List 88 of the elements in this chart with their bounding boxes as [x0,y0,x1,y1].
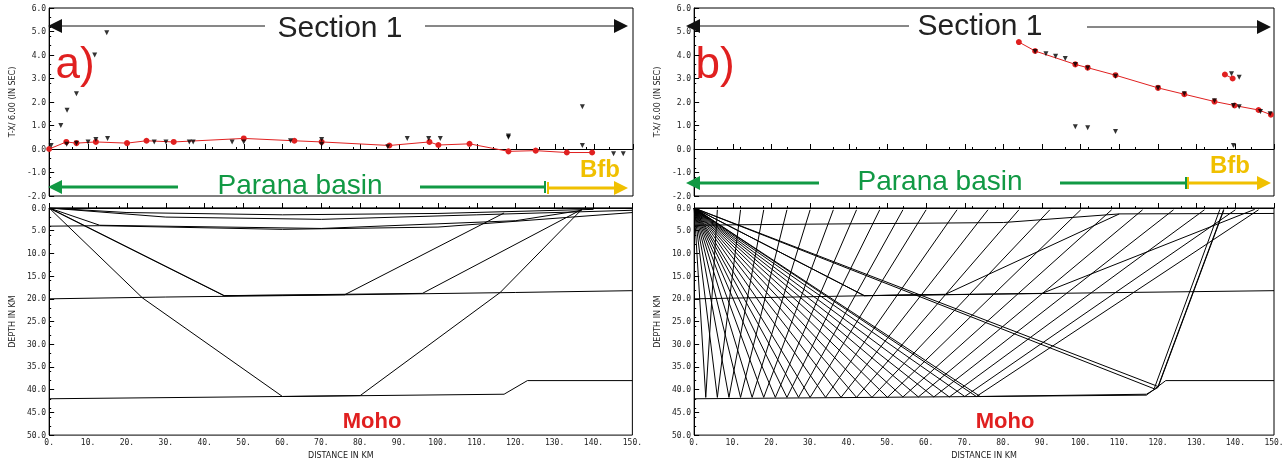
y-tick-label: 4.0 [676,50,692,60]
y-tick-label: 1.0 [31,121,47,130]
y-tick-label: 5.0 [676,226,692,236]
y-tick-label: 45.0 [26,407,47,417]
y-tick-label: 6.0 [31,3,47,13]
annotation: Parana basin [217,168,383,200]
x-tick-label: 60. [918,437,934,447]
y-tick-label: 2.0 [31,97,47,107]
x-tick-label: 50. [880,437,895,447]
y-tick-label: -1.0 [26,168,47,177]
y-axis-title: DEPTH IN KM [652,295,662,348]
x-tick-label: 70. [957,437,972,447]
y-tick-label: 10.0 [26,248,47,258]
x-tick-label: 130. [544,437,565,447]
y-tick-label: 45.0 [671,407,692,417]
annotation: Section 1 [917,7,1043,41]
y-tick-label: 15.0 [26,271,47,281]
annotation: Bfb [1210,150,1250,178]
annotation: a) [55,37,95,87]
annotation: Moho [342,407,402,433]
x-tick-label: 150. [1264,437,1284,447]
y-tick-label: 1.0 [676,121,692,130]
x-tick-label: 10. [725,437,741,447]
y-tick-label: -2.0 [671,191,692,201]
x-tick-label: 60. [275,437,290,447]
x-tick-label: 10. [80,437,96,447]
y-axis-title: T-X/ 6.00 (IN SEC) [652,66,662,139]
x-tick-label: 130. [1187,437,1207,447]
y-tick-label: 0.0 [676,203,692,213]
y-tick-label: 30.0 [26,339,47,349]
y-tick-label: 2.0 [676,97,692,107]
x-tick-label: 100. [1071,437,1091,447]
y-tick-label: 20.0 [26,294,47,304]
x-axis-title: DISTANCE IN KM [307,450,374,460]
x-tick-label: 40. [197,437,212,447]
y-tick-label: 15.0 [671,271,692,281]
y-tick-label: 50.0 [26,430,47,440]
x-tick-label: 140. [1225,437,1245,447]
y-tick-label: 3.0 [676,74,692,83]
x-tick-label: 50. [236,437,251,447]
y-tick-label: 35.0 [671,362,692,372]
y-axis-title: DEPTH IN KM [7,295,17,348]
y-tick-label: 50.0 [671,430,692,440]
y-tick-label: 5.0 [31,27,47,36]
x-tick-label: 90. [1034,437,1050,447]
annotation: Bfb [580,154,620,182]
annotation: b) [695,37,735,87]
x-tick-label: 120. [506,437,526,447]
x-tick-label: 20. [119,437,135,447]
annotation: Section 1 [277,9,403,43]
x-tick-label: 150. [622,437,642,447]
y-tick-label: -1.0 [671,168,692,177]
x-tick-label: 120. [1148,437,1168,447]
x-tick-label: 90. [391,437,407,447]
y-tick-label: 0.0 [31,203,47,213]
y-tick-label: 30.0 [671,339,692,349]
y-tick-label: 10.0 [671,248,692,258]
annotation: Moho [975,407,1035,433]
y-tick-label: 25.0 [26,317,47,327]
x-tick-label: 0. [44,437,54,447]
y-tick-label: 0.0 [676,144,692,154]
y-tick-label: 35.0 [26,362,47,372]
x-tick-label: 40. [841,437,857,447]
y-tick-label: 20.0 [671,294,692,304]
x-tick-label: 30. [802,437,818,447]
x-tick-label: 110. [467,437,487,447]
annotation: Parana basin [857,164,1023,196]
y-tick-label: 25.0 [671,317,692,327]
x-tick-label: 80. [996,437,1011,447]
x-tick-label: 110. [1109,437,1130,447]
x-tick-label: 0. [689,437,699,447]
y-axis-title: T-X/ 6.00 (IN SEC) [7,66,17,139]
x-axis-title: DISTANCE IN KM [951,450,1017,460]
y-tick-label: 4.0 [31,50,47,60]
x-tick-label: 100. [428,437,448,447]
y-tick-label: 3.0 [31,74,47,83]
x-tick-label: 80. [352,437,368,447]
x-tick-label: 20. [764,437,779,447]
y-tick-label: -2.0 [26,191,47,201]
y-tick-label: 5.0 [676,27,692,36]
y-tick-label: 40.0 [26,385,47,395]
y-tick-label: 0.0 [31,144,47,154]
x-tick-label: 140. [583,437,604,447]
x-tick-label: 70. [314,437,329,447]
y-tick-label: 6.0 [676,3,692,13]
x-tick-label: 30. [158,437,174,447]
y-tick-label: 5.0 [31,226,47,236]
y-tick-label: 40.0 [671,385,692,395]
